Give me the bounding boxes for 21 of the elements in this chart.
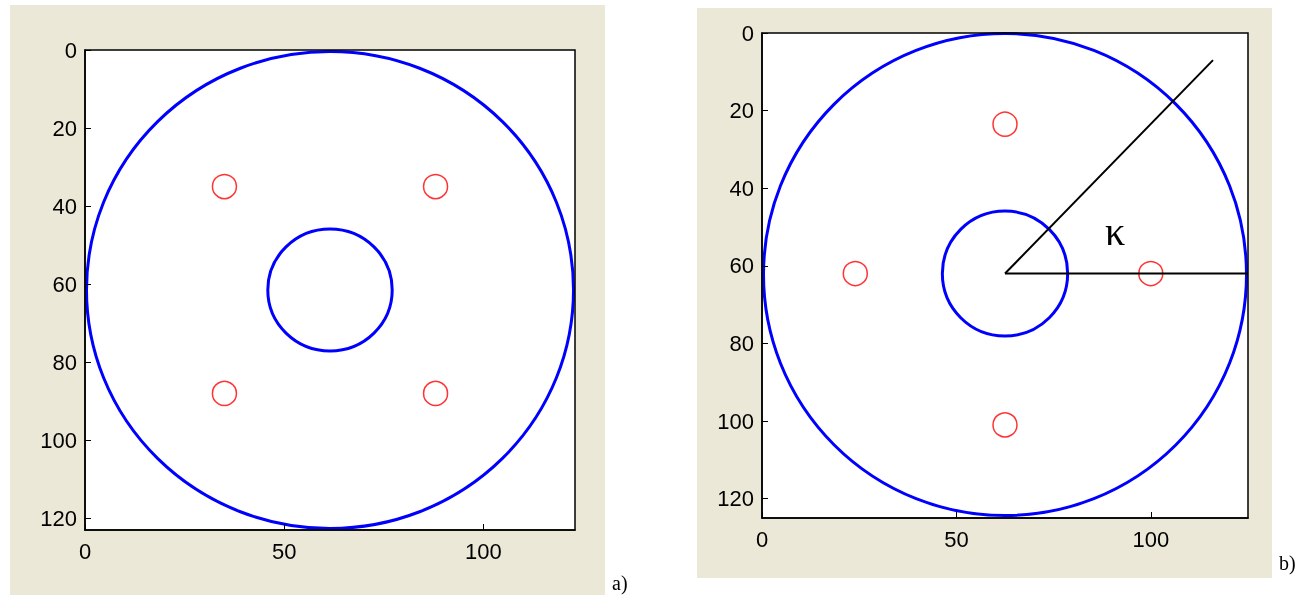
x-tick-label: 100 bbox=[465, 538, 502, 564]
x-tick-label: 50 bbox=[271, 538, 297, 564]
y-tick-label: 100 bbox=[717, 408, 754, 434]
y-tick-label: 60 bbox=[729, 253, 754, 279]
y-tick-label: 40 bbox=[52, 193, 77, 219]
y-tick-label: 20 bbox=[729, 98, 754, 124]
y-tick-label: 60 bbox=[52, 271, 77, 297]
y-tick-label: 40 bbox=[729, 175, 754, 201]
y-tick-label: 0 bbox=[64, 37, 77, 63]
y-tick-label: 80 bbox=[52, 349, 77, 375]
y-tick-label: 120 bbox=[40, 505, 77, 531]
y-tick-label: 80 bbox=[729, 330, 754, 356]
x-tick-label: 100 bbox=[1132, 526, 1170, 552]
y-tick-label: 0 bbox=[741, 20, 754, 46]
text: a) bbox=[612, 572, 628, 595]
y-tick-label: 120 bbox=[717, 486, 754, 512]
y-tick-label: 100 bbox=[40, 427, 77, 453]
y-tick-label: 20 bbox=[52, 115, 77, 141]
x-tick-label: 50 bbox=[944, 526, 969, 552]
text: b) bbox=[1279, 552, 1296, 575]
annotation: κ bbox=[1105, 208, 1126, 254]
